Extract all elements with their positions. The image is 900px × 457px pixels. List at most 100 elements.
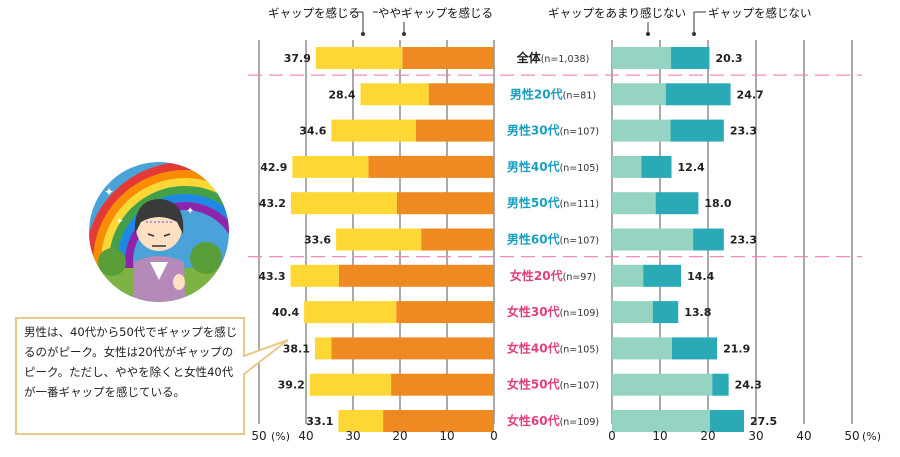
right-total-label: 27.5	[750, 415, 777, 428]
left-tick-label: 40	[298, 429, 313, 443]
bar-gap	[402, 47, 494, 69]
right-total-label: 24.3	[735, 379, 762, 392]
svg-text:✦: ✦	[104, 185, 114, 199]
left-tick-label: 30	[345, 429, 360, 443]
bar-somewhat-gap	[290, 192, 397, 215]
right-total-label: 14.4	[687, 270, 714, 283]
legend-label-little-gap: ギャップをあまり感じない	[548, 6, 686, 20]
legend-label-somewhat-gap: ややギャップを感じる	[378, 6, 493, 20]
callout-bubble	[15, 317, 289, 435]
category-label: 男性30代(n=107)	[507, 123, 599, 138]
bar-somewhat-gap	[314, 337, 332, 360]
right-total-label: 23.3	[730, 234, 757, 247]
bar-no-gap	[672, 337, 718, 360]
bar-somewhat-gap	[360, 83, 429, 106]
bar-no-gap	[670, 119, 724, 142]
bar-gap	[383, 410, 494, 432]
left-tick-label: 50	[251, 429, 266, 443]
bar-no-gap	[665, 83, 731, 106]
right-total-label: 23.3	[730, 125, 757, 138]
right-tick-label: 30	[748, 429, 763, 443]
bar-little-gap	[612, 83, 666, 106]
category-label: 男性50代(n=111)	[507, 195, 599, 210]
right-total-label: 24.7	[737, 88, 764, 101]
left-total-label: 42.9	[260, 161, 287, 174]
bar-gap	[428, 83, 494, 106]
bar-gap	[396, 301, 494, 324]
bar-gap	[338, 264, 494, 287]
bar-somewhat-gap	[290, 264, 339, 287]
left-tick-label: 20	[392, 429, 407, 443]
bar-little-gap	[612, 337, 672, 360]
bar-little-gap	[612, 192, 656, 215]
left-total-label: 39.2	[278, 379, 305, 392]
right-total-label: 18.0	[704, 197, 731, 210]
bar-somewhat-gap	[331, 119, 416, 142]
legend: ギャップを感じる ややギャップを感じる ギャップをあまり感じない ギャップを感じ…	[268, 6, 812, 36]
category-label: 女性50代(n=107)	[507, 377, 599, 392]
bar-little-gap	[612, 301, 653, 324]
left-unit-label: (%)	[271, 430, 290, 443]
bar-no-gap	[652, 301, 679, 324]
bar-gap	[421, 228, 494, 251]
left-total-label: 37.9	[284, 52, 311, 65]
bar-no-gap	[655, 192, 699, 215]
bar-somewhat-gap	[315, 47, 403, 69]
bar-no-gap	[671, 47, 710, 69]
left-total-label: 34.6	[299, 125, 326, 138]
left-total-label: 28.4	[328, 88, 355, 101]
bar-no-gap	[643, 264, 682, 287]
bar-no-gap	[712, 373, 729, 396]
category-label: 男性60代(n=107)	[507, 232, 599, 247]
bar-no-gap	[709, 410, 744, 432]
bar-little-gap	[612, 264, 644, 287]
right-tick-label: 40	[796, 429, 811, 443]
left-tick-label: 0	[490, 429, 498, 443]
right-tick-label: 0	[608, 429, 616, 443]
bar-somewhat-gap	[292, 155, 369, 178]
legend-label-gap: ギャップを感じる	[268, 6, 360, 20]
category-label: 女性40代(n=105)	[507, 340, 599, 355]
bar-gap	[331, 337, 494, 360]
left-total-label: 43.2	[259, 197, 286, 210]
bar-somewhat-gap	[336, 228, 422, 251]
category-label: 男性20代(n=81)	[510, 86, 596, 101]
right-unit-label: (%)	[862, 430, 881, 443]
bar-no-gap	[641, 155, 672, 178]
svg-text:✦: ✦	[186, 206, 194, 217]
left-total-label: 43.3	[258, 270, 285, 283]
bar-gap	[391, 373, 494, 396]
category-label: 女性60代(n=109)	[507, 413, 599, 428]
callout-text: 男性は、40代から50代でギャップを感じるのがピーク。女性は20代がギャップのピ…	[24, 325, 238, 399]
left-total-label: 40.4	[272, 306, 299, 319]
svg-text:✦: ✦	[116, 217, 124, 227]
right-tick-label: 20	[700, 429, 715, 443]
right-tick-label: 10	[652, 429, 667, 443]
category-label: 全体(n=1,038)	[516, 50, 590, 65]
bar-gap	[415, 119, 494, 142]
bar-no-gap	[693, 228, 724, 251]
right-total-label: 20.3	[715, 52, 742, 65]
left-total-label: 33.1	[306, 415, 333, 428]
legend-label-no-gap: ギャップを感じない	[708, 6, 812, 20]
right-total-label: 13.8	[684, 306, 711, 319]
right-total-label: 21.9	[723, 342, 750, 355]
bar-little-gap	[612, 155, 642, 178]
left-total-label: 33.6	[304, 234, 331, 247]
right-tick-label: 50	[844, 429, 859, 443]
right-total-label: 12.4	[678, 161, 705, 174]
bar-somewhat-gap	[338, 410, 384, 432]
category-label: 女性30代(n=109)	[507, 304, 599, 319]
bar-gap	[396, 192, 494, 215]
category-label: 男性40代(n=105)	[507, 159, 599, 174]
bar-gap	[368, 155, 494, 178]
bar-somewhat-gap	[304, 301, 397, 324]
bar-little-gap	[612, 228, 694, 251]
bar-little-gap	[612, 410, 710, 432]
category-label: 女性20代(n=97)	[510, 268, 596, 283]
bar-somewhat-gap	[309, 373, 392, 396]
bar-little-gap	[612, 47, 672, 69]
left-tick-label: 10	[439, 429, 454, 443]
left-total-label: 38.1	[283, 342, 310, 355]
